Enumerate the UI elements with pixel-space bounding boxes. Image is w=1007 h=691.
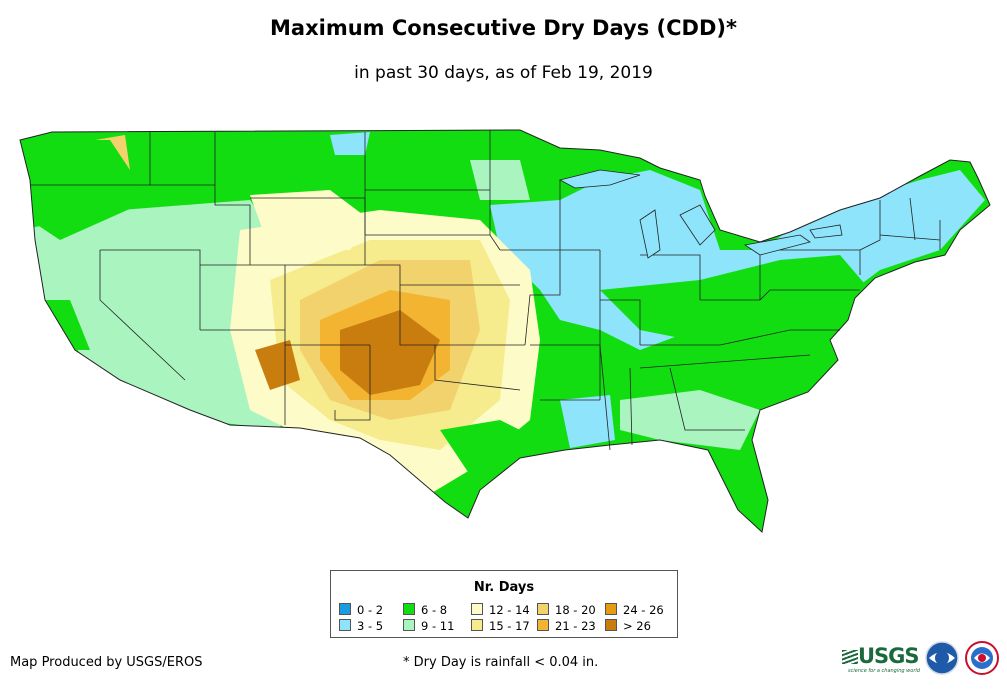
- state-boundaries: [30, 130, 941, 451]
- legend-swatch: [403, 603, 415, 615]
- legend-swatch: [537, 603, 549, 615]
- map-credit: Map Produced by USGS/EROS: [10, 655, 203, 670]
- great-lakes: [558, 169, 843, 259]
- legend-item: 0 - 2: [339, 603, 383, 616]
- legend-label: 12 - 14: [489, 603, 530, 617]
- map-title: Maximum Consecutive Dry Days (CDD)*: [270, 16, 737, 40]
- legend-swatch: [605, 603, 617, 615]
- nws-logo: [965, 641, 999, 675]
- map-subtitle: in past 30 days, as of Feb 19, 2019: [354, 63, 653, 83]
- legend-swatch: [339, 603, 351, 615]
- legend-label: 6 - 8: [421, 603, 448, 617]
- legend-swatch: [403, 619, 415, 631]
- agency-logos: USGS science for a changing world: [842, 638, 1002, 678]
- legend-item: 9 - 11: [403, 619, 454, 632]
- legend-swatch: [339, 619, 351, 631]
- legend-label: 15 - 17: [489, 619, 530, 633]
- noaa-logo: [925, 641, 959, 675]
- dry-day-footnote: * Dry Day is rainfall < 0.04 in.: [403, 655, 599, 670]
- legend-item: 21 - 23: [537, 619, 596, 632]
- legend-item: > 26: [605, 619, 651, 632]
- legend-label: 18 - 20: [555, 603, 596, 617]
- usgs-logo: USGS: [842, 644, 920, 668]
- legend-item: 18 - 20: [537, 603, 596, 616]
- us-cdd-map: [19, 129, 991, 533]
- legend-label: 24 - 26: [623, 603, 664, 617]
- us-outline: [19, 129, 991, 533]
- legend-label: 21 - 23: [555, 619, 596, 633]
- usgs-tagline: science for a changing world: [848, 668, 920, 674]
- legend-swatch: [471, 619, 483, 631]
- legend-label: 3 - 5: [357, 619, 384, 633]
- legend-item: 6 - 8: [403, 603, 447, 616]
- legend-label: > 26: [623, 619, 651, 633]
- dry-days-raster: [20, 130, 990, 532]
- legend-swatch: [471, 603, 483, 615]
- legend-label: 0 - 2: [357, 603, 384, 617]
- legend-item: 24 - 26: [605, 603, 664, 616]
- legend-item: 12 - 14: [471, 603, 530, 616]
- legend-swatch: [537, 619, 549, 631]
- legend-item: 15 - 17: [471, 619, 530, 632]
- legend-title: Nr. Days: [473, 580, 535, 595]
- legend: Nr. Days 0 - 2 3 - 5 6 - 8 9 - 11 12 - 1…: [330, 570, 678, 638]
- legend-label: 9 - 11: [421, 619, 455, 633]
- legend-swatch: [605, 619, 617, 631]
- legend-item: 3 - 5: [339, 619, 383, 632]
